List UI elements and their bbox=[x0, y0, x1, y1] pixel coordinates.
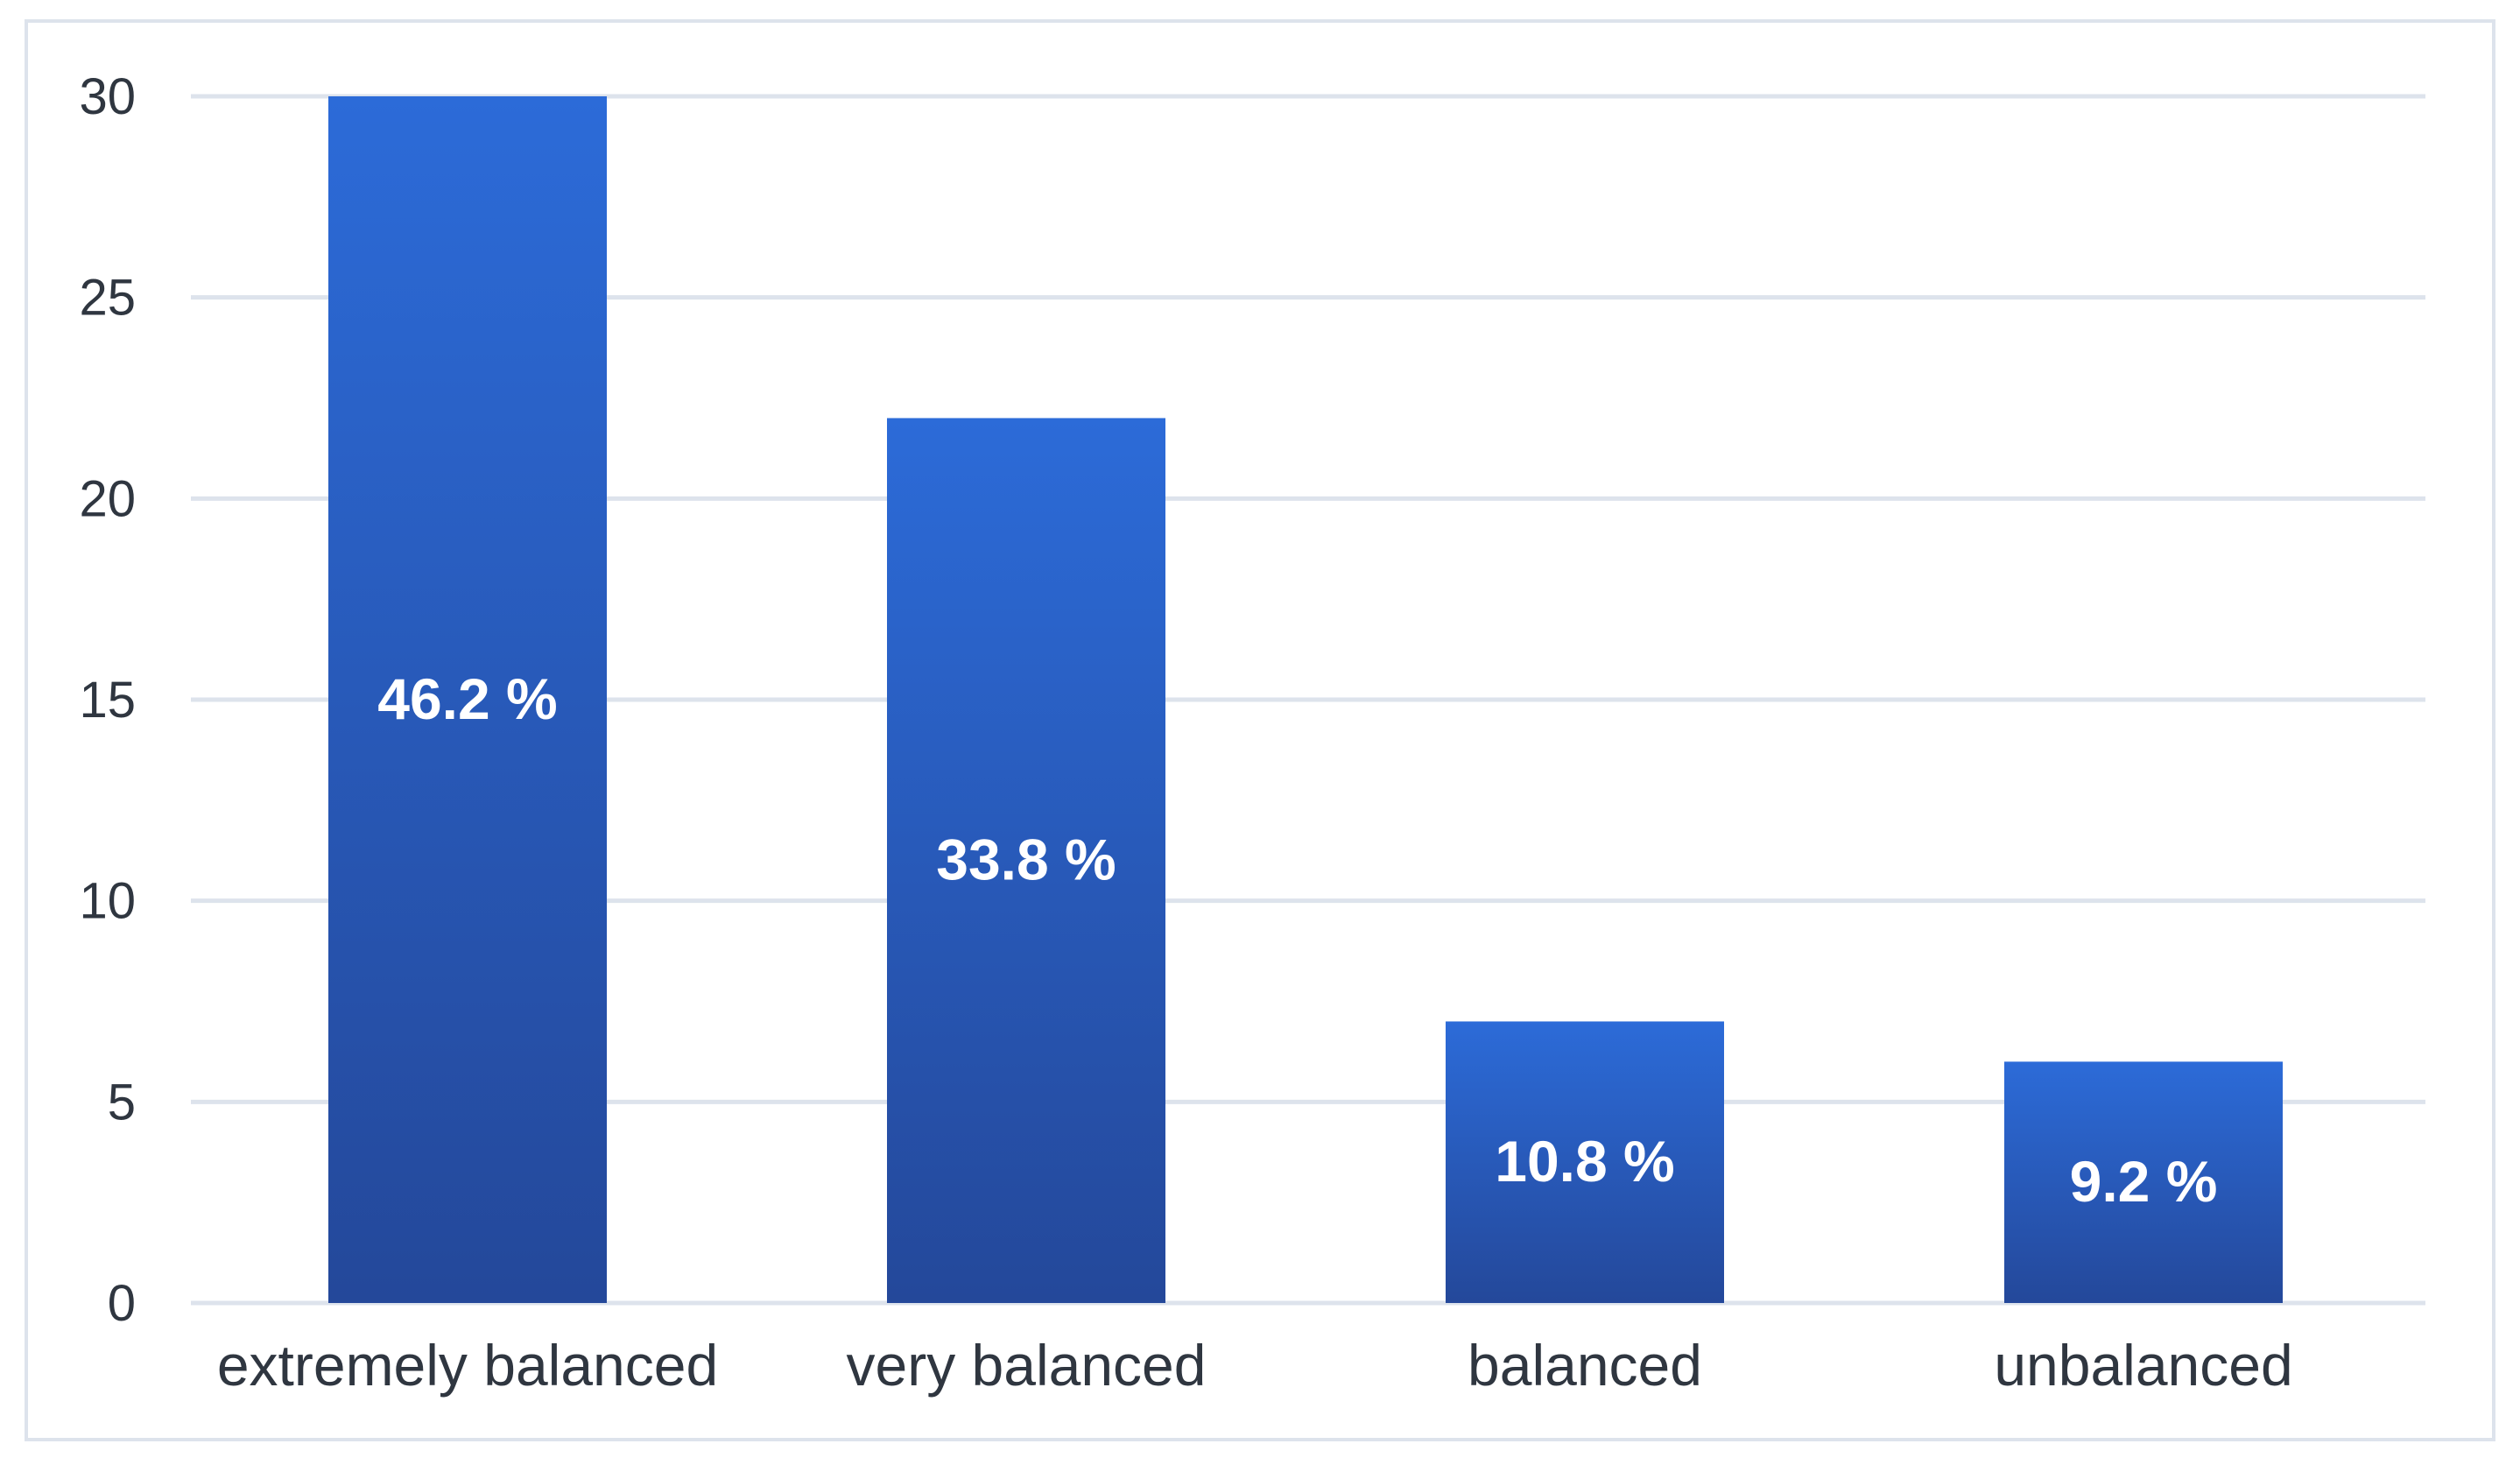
data-label: 33.8 % bbox=[936, 828, 1116, 892]
x-category-label: extremely balanced bbox=[217, 1333, 718, 1398]
y-tick-label: 5 bbox=[108, 1074, 136, 1130]
bars bbox=[328, 96, 2283, 1303]
bar-extremely-balanced bbox=[328, 96, 607, 1303]
y-tick-label: 30 bbox=[79, 68, 136, 125]
x-axis-categories: extremely balanced very balanced balanced u… bbox=[217, 1333, 2293, 1398]
data-label: 9.2 % bbox=[2070, 1149, 2218, 1214]
x-category-label: unbalanced bbox=[1994, 1333, 2292, 1398]
x-category-label: very balanced bbox=[847, 1333, 1207, 1398]
bar-unbalanced bbox=[2004, 1061, 2283, 1303]
y-tick-label: 10 bbox=[79, 873, 136, 930]
y-axis-ticks: 0 5 10 15 20 25 30 bbox=[79, 68, 136, 1332]
data-label: 46.2 % bbox=[377, 666, 557, 731]
x-category-label: balanced bbox=[1468, 1333, 1702, 1398]
bar-balanced bbox=[1446, 1021, 1724, 1303]
y-tick-label: 25 bbox=[79, 270, 136, 327]
bar-very-balanced bbox=[887, 418, 1165, 1303]
data-labels: 46.2 % 33.8 % 10.8 % 9.2 % bbox=[377, 666, 2217, 1214]
y-tick-label: 0 bbox=[108, 1275, 136, 1332]
data-label: 10.8 % bbox=[1495, 1129, 1674, 1194]
y-tick-label: 20 bbox=[79, 470, 136, 527]
y-tick-label: 15 bbox=[79, 672, 136, 729]
